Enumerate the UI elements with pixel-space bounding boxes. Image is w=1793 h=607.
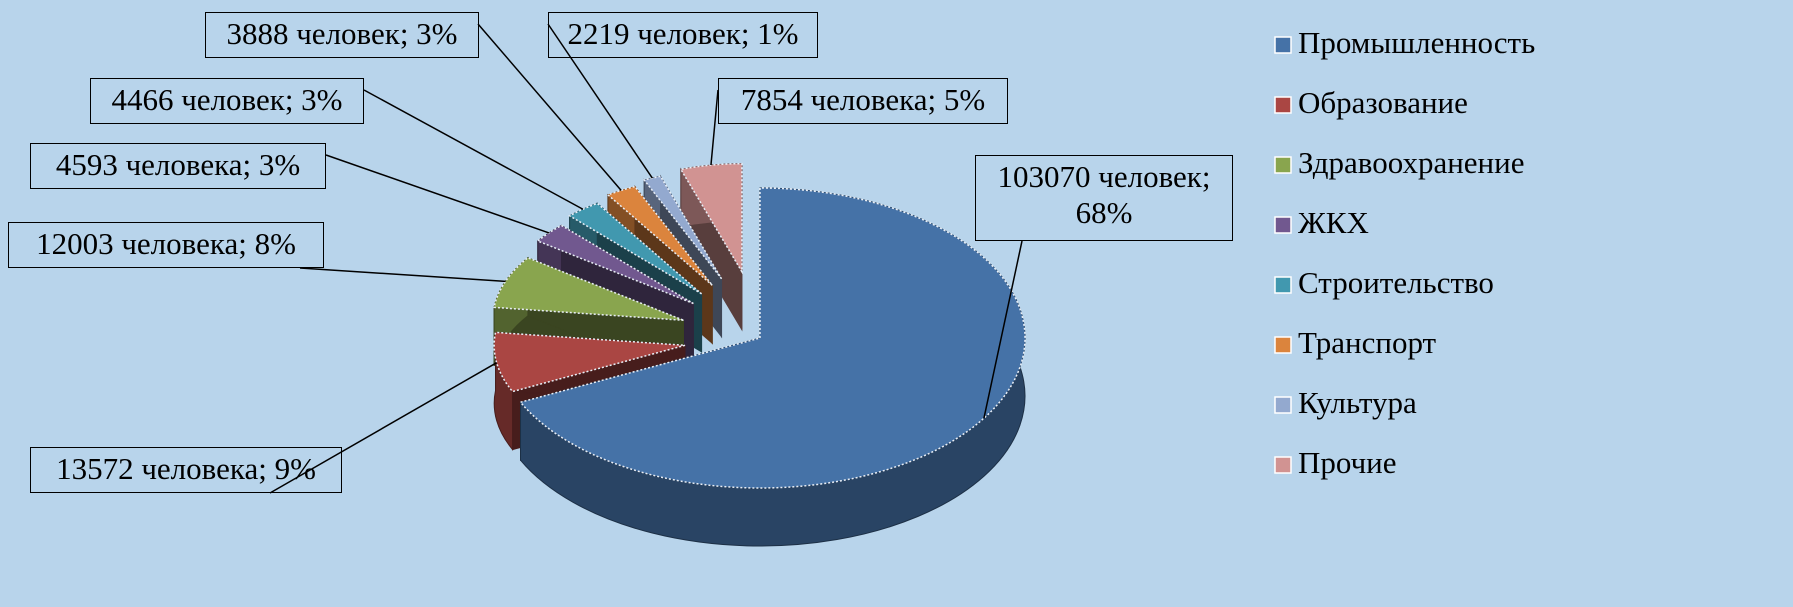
data-label: 2219 человек; 1%: [548, 12, 818, 58]
leader-line: [325, 154, 550, 234]
data-label: 13572 человека; 9%: [30, 447, 342, 493]
data-label: 12003 человека; 8%: [8, 222, 324, 268]
legend-swatch: [1274, 156, 1292, 174]
legend-label: Промышленность: [1298, 25, 1535, 60]
data-label: 3888 человек; 3%: [205, 12, 479, 58]
slice: [519, 187, 1026, 489]
legend-swatch: [1274, 216, 1292, 234]
slice: [642, 175, 723, 280]
legend-label: Образование: [1298, 85, 1468, 120]
slice: [493, 256, 684, 322]
data-label: 4466 человек; 3%: [90, 78, 364, 124]
data-label: 103070 человек; 68%: [975, 155, 1233, 241]
legend-label: Строительство: [1298, 265, 1494, 300]
legend-swatch: [1274, 396, 1292, 414]
leader-line: [477, 23, 622, 191]
leader-line: [299, 267, 506, 283]
slice: [493, 331, 686, 393]
legend-swatch: [1274, 96, 1292, 114]
data-label: 7854 человека; 5%: [718, 78, 1008, 124]
legend-label: Здравоохранение: [1298, 145, 1525, 180]
leader-line: [269, 362, 498, 494]
legend-swatch: [1274, 336, 1292, 354]
legend-swatch: [1274, 276, 1292, 294]
legend-label: Культура: [1298, 385, 1417, 420]
leader-line: [983, 240, 1023, 419]
legend-label: Прочие: [1298, 445, 1397, 480]
legend-label: ЖКХ: [1298, 205, 1369, 240]
leader-line: [710, 89, 719, 166]
leader-line: [363, 89, 584, 210]
legend-label: Транспорт: [1298, 325, 1437, 360]
legend-swatch: [1274, 456, 1292, 474]
legend-swatch: [1274, 36, 1292, 54]
leader-line: [547, 23, 653, 179]
data-label: 4593 человека; 3%: [30, 143, 326, 189]
